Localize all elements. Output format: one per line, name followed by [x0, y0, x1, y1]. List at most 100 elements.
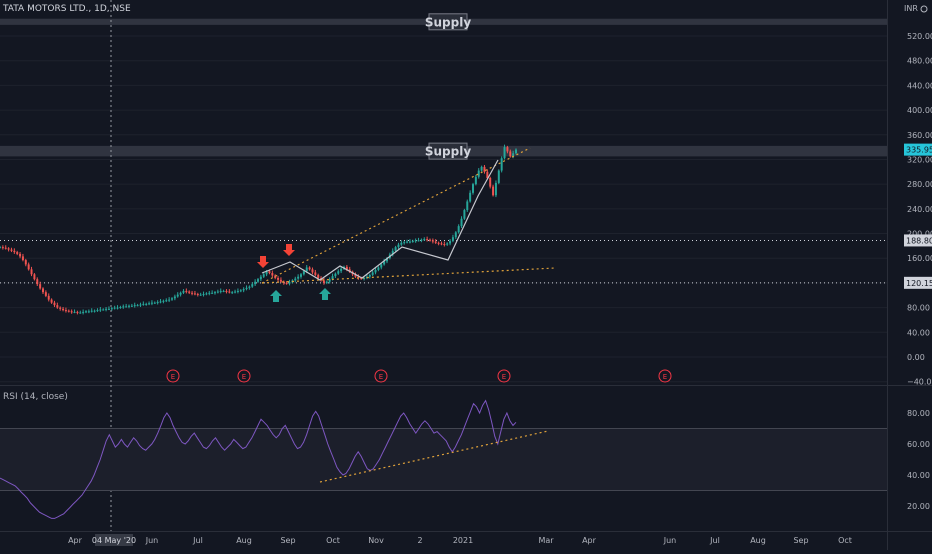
- candle-body-10: [27, 264, 30, 270]
- candle-body-4: [10, 249, 13, 251]
- candle-body-66: [188, 291, 191, 293]
- candle-body-173: [494, 182, 497, 196]
- candle-body-44: [125, 306, 128, 308]
- candle-body-95: [271, 273, 274, 276]
- price-tick-label-3: 400.00: [907, 106, 932, 115]
- candle-body-98: [279, 279, 282, 282]
- earnings-marker-circle-0: [166, 369, 180, 383]
- candle-body-114: [325, 281, 328, 283]
- candle-body-40: [113, 307, 116, 309]
- candle-body-146: [417, 240, 420, 242]
- candle-body-103: [294, 278, 297, 281]
- candle-body-133: [380, 264, 383, 268]
- price-tick-label-14: −40.00: [907, 378, 932, 387]
- candle-body-152: [434, 241, 437, 243]
- candle-body-34: [96, 310, 99, 312]
- candle-body-116: [331, 276, 334, 280]
- candle-body-158: [451, 237, 454, 241]
- candle-body-165: [472, 184, 474, 193]
- candle-body-63: [179, 292, 182, 295]
- candle-body-76: [216, 291, 219, 293]
- price-tick-label-11: 80.00: [907, 304, 930, 313]
- candle-body-35: [99, 309, 102, 311]
- time-tick-label-15: Oct: [838, 536, 852, 545]
- candle-body-118: [337, 271, 340, 274]
- candle-body-78: [222, 290, 225, 292]
- settings-icon[interactable]: [920, 5, 928, 13]
- candle-body-137: [391, 250, 394, 255]
- currency-label[interactable]: INR: [904, 4, 918, 13]
- candle-body-135: [386, 258, 388, 262]
- candle-body-47: [133, 305, 136, 307]
- rsi-band-fill: [0, 428, 887, 491]
- candle-body-94: [268, 271, 271, 274]
- candle-body-177: [506, 147, 509, 152]
- candle-body-127: [363, 277, 366, 279]
- rsi-trendline: [319, 430, 549, 483]
- candle-body-23: [64, 310, 67, 312]
- candle-body-86: [245, 287, 248, 290]
- earnings-marker-label-2: E: [379, 373, 383, 381]
- rsi-indicator-label[interactable]: RSI (14, close): [3, 392, 68, 402]
- candle-body-124: [354, 274, 357, 277]
- candle-body-26: [73, 311, 76, 313]
- supply-zone-label-box-1: [428, 142, 468, 160]
- candle-body-151: [431, 240, 434, 242]
- candle-body-111: [317, 274, 320, 278]
- candle-body-54: [153, 302, 156, 304]
- time-tick-label-10: Apr: [582, 536, 597, 545]
- candle-body-32: [90, 310, 93, 312]
- candle-body-134: [383, 261, 386, 265]
- candle-body-168: [480, 166, 483, 171]
- candle-body-117: [334, 273, 337, 277]
- price-label-box-0: [904, 143, 932, 156]
- candle-body-75: [214, 292, 216, 294]
- price-tick-label-4: 360.00: [907, 131, 932, 140]
- candle-body-141: [403, 242, 406, 244]
- price-tick-label-6: 280.00: [907, 180, 932, 189]
- candle-body-13: [36, 279, 39, 285]
- candle-body-12: [33, 274, 36, 280]
- rsi-tick-label-2: 40.00: [907, 471, 930, 480]
- candle-body-97: [277, 277, 280, 280]
- candle-body-48: [136, 305, 139, 307]
- candle-body-93: [265, 271, 268, 275]
- candle-body-69: [196, 294, 199, 296]
- candle-body-58: [165, 300, 168, 302]
- candle-body-43: [122, 306, 125, 308]
- candle-body-80: [228, 291, 231, 293]
- time-tick-label-12: Jul: [709, 536, 720, 545]
- candle-body-24: [67, 310, 70, 312]
- candle-body-89: [254, 281, 257, 285]
- earnings-marker-label-4: E: [663, 373, 667, 381]
- candle-body-29: [82, 311, 85, 313]
- candle-body-125: [357, 276, 360, 278]
- candle-body-126: [360, 277, 363, 279]
- candle-body-129: [368, 274, 371, 277]
- candle-body-53: [150, 302, 153, 304]
- price-tick-label-1: 480.00: [907, 57, 932, 66]
- candle-body-157: [449, 240, 452, 244]
- time-tick-label-2: Jul: [192, 536, 203, 545]
- time-tick-label-6: Nov: [368, 536, 384, 545]
- candle-body-31: [87, 311, 90, 313]
- candle-body-27: [76, 311, 79, 313]
- trendline-0: [261, 147, 531, 284]
- symbol-title: TATA MOTORS LTD., 1D, NSE: [3, 4, 131, 14]
- candle-body-17: [47, 295, 50, 300]
- candle-body-160: [457, 226, 460, 233]
- candle-body-90: [257, 279, 259, 282]
- supply-zone-label-1: Supply: [425, 145, 471, 159]
- candle-body-3: [7, 248, 10, 250]
- candle-body-161: [460, 218, 463, 227]
- candle-body-145: [414, 240, 417, 242]
- price-label-1: 188.80: [906, 236, 932, 245]
- candle-body-42: [119, 306, 122, 308]
- candle-body-132: [377, 267, 380, 270]
- candle-body-57: [162, 300, 165, 302]
- candle-body-130: [371, 272, 374, 275]
- candle-body-64: [182, 290, 185, 293]
- candle-body-121: [345, 266, 348, 270]
